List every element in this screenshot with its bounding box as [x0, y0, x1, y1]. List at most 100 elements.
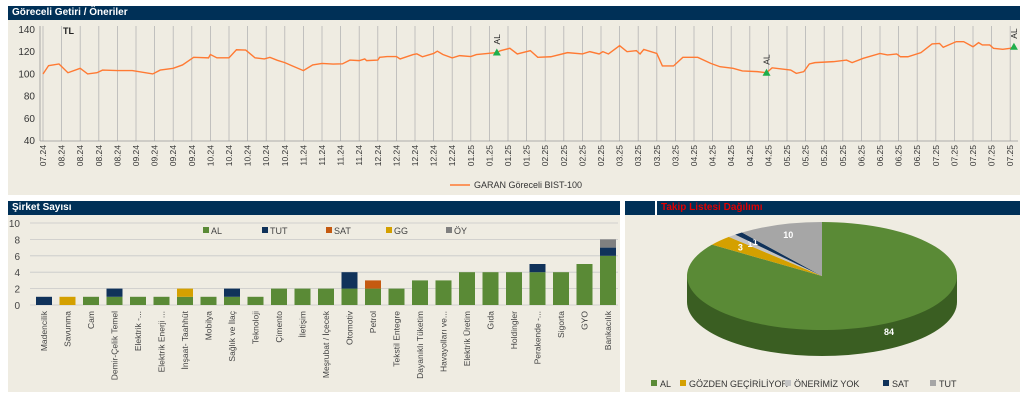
pie-slice: [712, 236, 822, 276]
x-tick-label: 09.24: [131, 145, 141, 167]
x-tick-label: 02.25: [577, 145, 587, 167]
bar-segment-al: [600, 255, 616, 305]
pie-data-label: 84: [884, 327, 894, 337]
x-tick-label: 01.25: [522, 145, 532, 167]
x-tick-label: 07.25: [987, 145, 997, 167]
legend-label: AL: [211, 226, 222, 236]
category-label: Bankacılık: [603, 310, 613, 350]
x-tick-label: 08.24: [75, 145, 85, 167]
bar-segment-tut: [224, 288, 240, 297]
x-tick-label: 04.25: [763, 145, 773, 167]
bar-segment-sat: [365, 280, 381, 289]
legend-label: ÖY: [454, 226, 467, 236]
x-tick-label: 08.24: [94, 145, 104, 167]
bar-segment-al: [435, 280, 452, 305]
category-label: Savunma: [63, 311, 73, 347]
category-label: Petrol: [368, 311, 378, 333]
top-panel-title: Göreceli Getiri / Öneriler: [12, 7, 128, 18]
x-tick-label: 03.25: [652, 145, 662, 167]
bar-segment-al: [130, 296, 146, 305]
x-tick-label: 05.25: [801, 145, 811, 167]
category-label: Gıda: [486, 311, 496, 330]
pie-slice: [728, 234, 822, 276]
pie-data-label: 10: [783, 230, 793, 240]
x-tick-label: 12.24: [373, 145, 383, 167]
x-tick-label: 07.25: [1005, 145, 1015, 167]
pie-legend-label: AL: [660, 379, 671, 389]
pie-data-label: 1: [753, 237, 758, 247]
pie-data-label: 3: [738, 243, 743, 253]
x-tick-label: 11.24: [354, 145, 364, 166]
pie-legend-label: TUT: [939, 379, 957, 389]
bar-segment-al: [83, 296, 99, 305]
category-label: Elektrik -...: [133, 311, 143, 351]
bar-segment-al: [482, 272, 499, 305]
bar-segment-al: [247, 296, 264, 305]
category-label: Otomotiv: [345, 310, 355, 345]
right-panel-title: Takip Listesi Dağılımı: [661, 202, 763, 213]
x-tick-label: 12.24: [410, 145, 420, 167]
y-tick-label: 40: [24, 136, 36, 147]
legend-swatch: [203, 227, 209, 233]
bar-segment-al: [224, 296, 240, 305]
series-line: [42, 40, 1015, 75]
x-tick-label: 10.24: [261, 145, 271, 167]
x-tick-label: 03.25: [670, 145, 680, 167]
x-tick-label: 04.25: [708, 145, 718, 167]
category-label: GYO: [580, 311, 590, 330]
bar-segment-al: [271, 288, 287, 305]
pie-legend-swatch: [785, 380, 791, 386]
category-label: Çimento: [274, 311, 284, 343]
bar-segment-al: [412, 280, 428, 305]
pie-legend-label: ÖNERİMİZ YOK: [794, 379, 859, 389]
category-label: İnşaat- Taahhüt: [180, 310, 190, 369]
x-tick-label: 05.25: [819, 145, 829, 167]
x-tick-label: 07.25: [949, 145, 959, 167]
x-tick-label: 12.24: [391, 145, 401, 167]
pie-legend-label: GÖZDEN GEÇİRİLİYOR: [689, 379, 789, 389]
x-tick-label: 10.24: [280, 145, 290, 167]
pie-slice: [686, 222, 957, 330]
x-tick-label: 04.25: [745, 145, 755, 167]
x-tick-label: 12.24: [447, 145, 457, 167]
top-panel-header: Göreceli Getiri / Öneriler: [8, 6, 1020, 20]
bar-segment-gg: [177, 288, 193, 297]
x-tick-label: 03.25: [633, 145, 643, 167]
legend-label: GARAN Göreceli BIST-100: [474, 180, 582, 190]
marker-label: AL: [492, 34, 502, 45]
category-label: Holdingler: [509, 311, 519, 349]
bar-segment-al: [153, 296, 170, 305]
bar-segment-tut: [36, 296, 52, 305]
x-tick-label: 06.25: [856, 145, 866, 167]
category-label: Meşrubat / İçecek: [321, 310, 331, 378]
x-tick-label: 12.24: [429, 145, 439, 167]
pie-legend-swatch: [883, 380, 889, 386]
pie-slice: [735, 232, 822, 276]
pie-legend-swatch: [680, 380, 686, 386]
x-tick-label: 09.24: [187, 145, 197, 167]
bar-segment-al: [553, 272, 569, 305]
category-label: Sağlık ve İlaç: [227, 310, 237, 361]
x-tick-label: 02.25: [596, 145, 606, 167]
bar-segment-al: [506, 272, 522, 305]
x-tick-label: 11.24: [317, 145, 327, 166]
x-tick-label: 10.24: [205, 145, 215, 167]
category-label: Madencilik: [39, 310, 49, 351]
legend-label: SAT: [334, 226, 351, 236]
bar-segment-al: [388, 288, 405, 305]
x-tick-label: 06.25: [912, 145, 922, 167]
legend-swatch: [386, 227, 392, 233]
category-label: İletişim: [298, 311, 308, 337]
category-label: Cam: [86, 311, 96, 329]
x-tick-label: 06.25: [894, 145, 904, 167]
x-tick-label: 11.24: [298, 145, 308, 166]
x-tick-label: 11.24: [336, 145, 346, 166]
currency-label: TL: [63, 26, 74, 36]
line-chart-area: [8, 20, 1020, 195]
pie-data-label: 1: [747, 239, 752, 249]
bar-segment-tut: [341, 272, 358, 289]
x-tick-label: 04.25: [689, 145, 699, 167]
bar-segment-al: [529, 272, 546, 305]
bar-segment-al: [200, 296, 217, 305]
